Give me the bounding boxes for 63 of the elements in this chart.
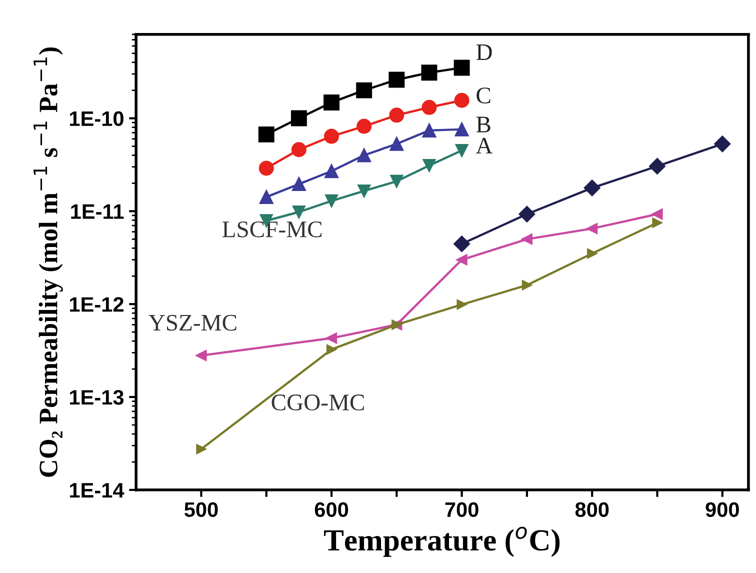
point <box>196 444 206 454</box>
point <box>388 72 405 88</box>
point <box>324 164 339 178</box>
point <box>259 190 274 204</box>
point <box>389 108 404 123</box>
point <box>521 234 533 245</box>
point <box>291 142 306 158</box>
annotation: CGO-MC <box>272 394 364 410</box>
y-axis-title: CO₂ Permeability (mol m$^{−1}$ s$^{−1}$ Pa$^{−1}$) <box>34 47 63 477</box>
series-label: A <box>476 138 493 154</box>
point <box>357 148 372 162</box>
point <box>258 126 274 142</box>
point <box>652 208 663 220</box>
y-tick-label: 1E-14 <box>70 483 124 498</box>
point <box>390 174 404 188</box>
point <box>518 206 536 222</box>
point <box>584 180 600 196</box>
point <box>422 123 436 138</box>
point <box>456 254 468 266</box>
point <box>196 350 207 362</box>
y-tick-label: 1E-11 <box>71 204 124 219</box>
point <box>586 223 598 234</box>
point <box>390 136 404 151</box>
series-label: C <box>476 88 490 104</box>
point <box>454 122 469 136</box>
point <box>292 177 306 192</box>
point <box>326 332 338 344</box>
point <box>258 160 274 176</box>
y-tick-label: 1E-13 <box>70 390 124 405</box>
point <box>587 248 598 259</box>
x-tick-label: 900 <box>706 502 739 518</box>
x-tick-label: 500 <box>184 502 218 518</box>
point <box>324 194 338 208</box>
x-tick-label: 700 <box>445 502 478 518</box>
series-label: D <box>476 44 492 60</box>
point <box>454 236 470 252</box>
point <box>454 92 470 108</box>
point <box>324 128 340 144</box>
point <box>652 218 662 228</box>
y-tick-label: 1E-10 <box>70 111 124 126</box>
point <box>356 82 372 98</box>
point <box>422 159 436 172</box>
point <box>455 144 468 158</box>
x-axis-title: Temperature ($^{o}$C) <box>324 526 560 557</box>
point <box>454 60 470 76</box>
point <box>290 110 307 126</box>
y-tick-label: 1E-12 <box>70 297 124 312</box>
point <box>292 205 306 219</box>
annotation: YSZ-MC <box>148 314 236 331</box>
point <box>356 118 372 134</box>
x-tick-label: 600 <box>314 502 348 518</box>
point <box>421 64 438 81</box>
point <box>648 158 666 174</box>
point <box>456 299 467 310</box>
annotation: LSCF-MC <box>222 221 322 238</box>
point <box>326 344 337 355</box>
point <box>422 100 437 115</box>
point <box>324 94 340 110</box>
point <box>358 184 371 198</box>
point <box>522 280 532 290</box>
series-label: B <box>476 116 490 132</box>
point <box>714 136 731 152</box>
x-tick-label: 800 <box>575 502 609 518</box>
